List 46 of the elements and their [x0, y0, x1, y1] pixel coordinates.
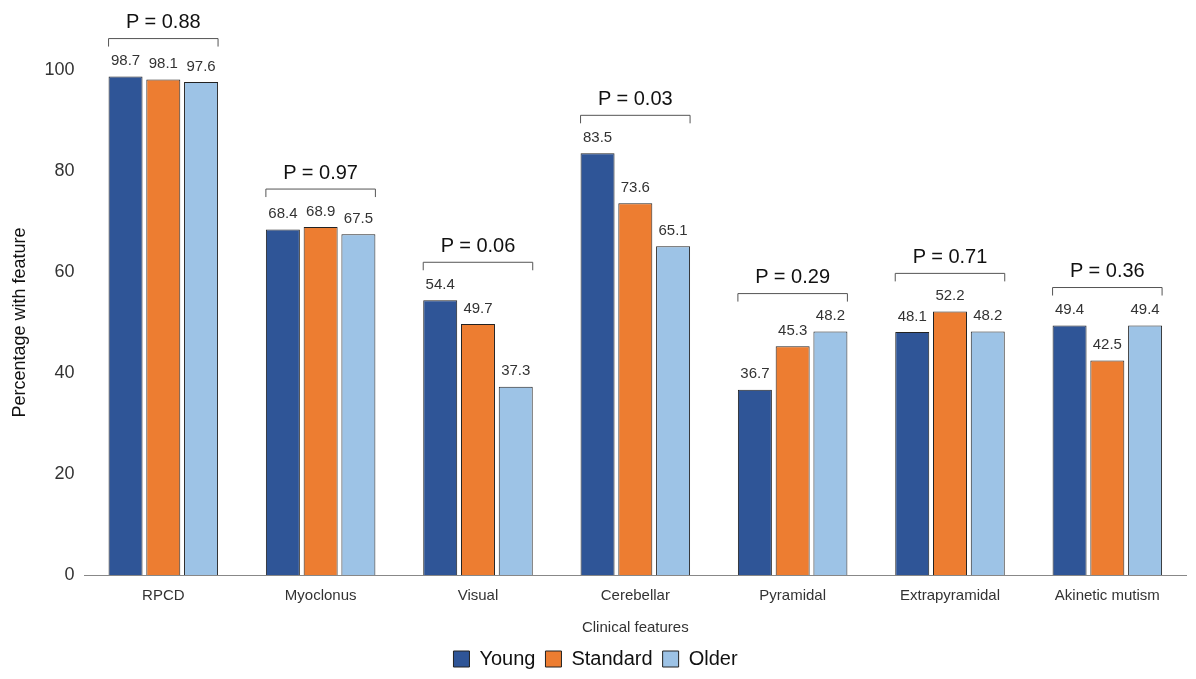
data-label: 83.5	[582, 127, 613, 145]
legend-label: Older	[688, 646, 738, 669]
x-tick-label: RPCD	[142, 586, 185, 604]
data-label: 37.3	[501, 361, 531, 379]
data-label: 54.4	[425, 274, 455, 292]
annotation: P = 0.06	[440, 233, 516, 256]
data-label: 98.7	[110, 51, 141, 69]
x-tick-label: Myoclonus	[284, 586, 357, 604]
data-label: 49.7	[463, 298, 493, 316]
data-label: 48.2	[815, 306, 846, 324]
data-label: 68.4	[268, 204, 298, 222]
y-tick-label: 60	[54, 260, 75, 281]
data-label: 65.1	[658, 220, 688, 238]
data-label: 97.6	[186, 56, 216, 74]
annotation: P = 0.03	[597, 86, 673, 109]
data-label: 36.7	[740, 364, 770, 382]
data-label: 67.5	[343, 208, 373, 226]
x-tick-label: Cerebellar	[600, 586, 670, 604]
data-label: 45.3	[778, 320, 808, 338]
x-tick-label: Pyramidal	[759, 586, 826, 604]
x-tick-label: Extrapyramidal	[899, 586, 1001, 604]
data-label: 68.9	[306, 201, 336, 219]
data-label: 48.1	[897, 306, 927, 324]
data-label: 49.4	[1130, 300, 1160, 318]
text: P = 0.88	[125, 10, 201, 33]
data-label: 98.1	[148, 54, 178, 72]
annotation: P = 0.97	[283, 160, 358, 183]
data-label: 48.2	[973, 306, 1003, 324]
x-tick-label: Akinetic mutism	[1054, 586, 1160, 604]
y-tick-label: 100	[44, 58, 75, 79]
y-axis-title: Percentage with feature	[8, 227, 29, 418]
data-label: 49.4	[1054, 300, 1085, 318]
data-label: 73.6	[620, 177, 650, 195]
y-tick-label: 20	[54, 462, 75, 483]
y-tick-label: 40	[54, 361, 75, 382]
annotation: P = 0.71	[912, 244, 988, 267]
annotation: P = 0.36	[1069, 259, 1145, 282]
legend-label: Standard	[571, 646, 653, 669]
y-tick-label: 80	[54, 159, 75, 180]
annotation: P = 0.29	[755, 265, 831, 288]
y-tick-label: 0	[64, 563, 75, 584]
data-label: 52.2	[935, 286, 965, 304]
legend-label: Young	[479, 646, 536, 669]
x-tick-label: Visual	[457, 586, 499, 604]
x-axis-title: Clinical features	[581, 618, 689, 636]
data-label: 42.5	[1092, 335, 1122, 353]
